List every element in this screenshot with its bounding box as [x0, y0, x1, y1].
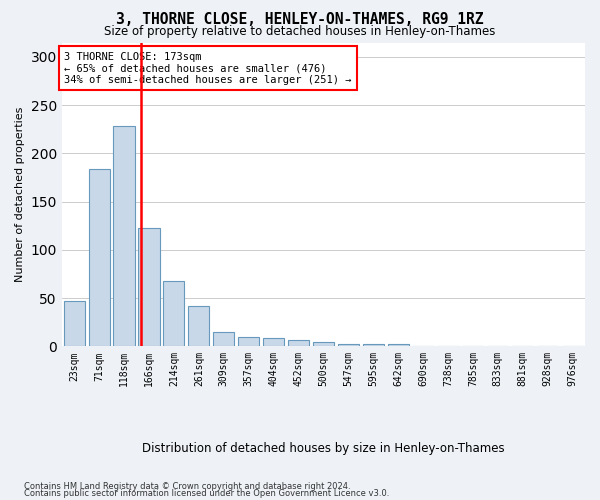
- Bar: [338, 344, 359, 346]
- Bar: [288, 340, 309, 346]
- Bar: [139, 228, 160, 346]
- Text: Contains HM Land Registry data © Crown copyright and database right 2024.: Contains HM Land Registry data © Crown c…: [24, 482, 350, 491]
- Bar: [388, 344, 409, 346]
- Bar: [113, 126, 134, 346]
- Bar: [313, 342, 334, 346]
- Text: 3, THORNE CLOSE, HENLEY-ON-THAMES, RG9 1RZ: 3, THORNE CLOSE, HENLEY-ON-THAMES, RG9 1…: [116, 12, 484, 28]
- Text: 3 THORNE CLOSE: 173sqm
← 65% of detached houses are smaller (476)
34% of semi-de: 3 THORNE CLOSE: 173sqm ← 65% of detached…: [64, 52, 352, 85]
- X-axis label: Distribution of detached houses by size in Henley-on-Thames: Distribution of detached houses by size …: [142, 442, 505, 455]
- Y-axis label: Number of detached properties: Number of detached properties: [15, 106, 25, 282]
- Bar: [238, 336, 259, 346]
- Bar: [163, 280, 184, 346]
- Bar: [89, 169, 110, 346]
- Bar: [213, 332, 235, 346]
- Text: Size of property relative to detached houses in Henley-on-Thames: Size of property relative to detached ho…: [104, 25, 496, 38]
- Bar: [362, 344, 384, 346]
- Bar: [263, 338, 284, 346]
- Text: Contains public sector information licensed under the Open Government Licence v3: Contains public sector information licen…: [24, 489, 389, 498]
- Bar: [64, 301, 85, 346]
- Bar: [188, 306, 209, 346]
